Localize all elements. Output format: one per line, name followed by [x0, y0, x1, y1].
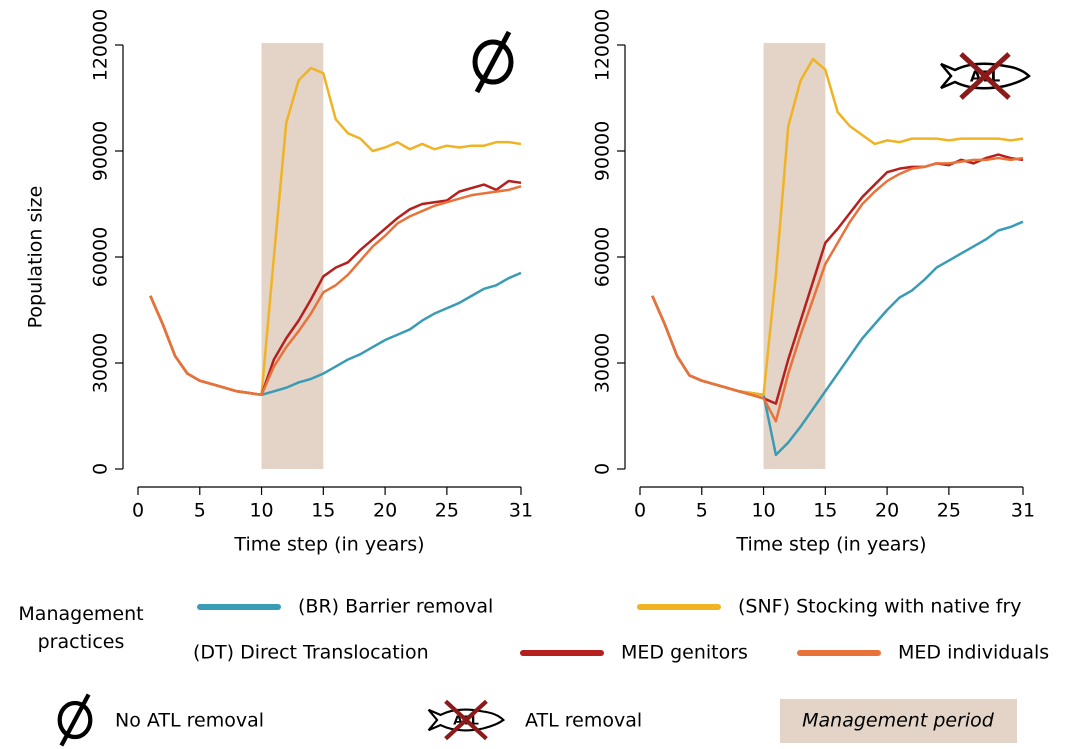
legend-period-box [780, 699, 1017, 743]
y-tick-label: 120000 [592, 9, 614, 82]
y-axis-label: Population size [25, 186, 47, 329]
series-line [149, 66, 522, 397]
x-tick-label: 25 [435, 500, 459, 522]
x-tick-label: 15 [813, 500, 837, 522]
legend-removal: ATL removal [525, 710, 642, 732]
y-tick-label: 30000 [90, 333, 112, 393]
x-axis-label: Time step (in years) [233, 534, 424, 556]
icon-slash [59, 693, 91, 747]
x-tick-label: 20 [373, 500, 397, 522]
y-tick-label: 90000 [90, 121, 112, 181]
y-tick-label: 0 [90, 463, 112, 475]
x-tick-label: 0 [634, 500, 646, 522]
legend-title: Management practices [18, 603, 144, 653]
x-tick-label: 10 [249, 500, 273, 522]
x-tick-label: 31 [1011, 500, 1035, 522]
x-axis-label: Time step (in years) [735, 534, 926, 556]
legend-period: Management period [802, 710, 995, 732]
x-tick-label: 31 [509, 500, 533, 522]
series-line [149, 179, 522, 397]
y-tick-label: 120000 [90, 9, 112, 82]
series-line [651, 220, 1024, 457]
legend-group: (DT) Direct Translocation [193, 642, 429, 664]
y-tick-label: 60000 [90, 227, 112, 287]
x-tick-label: 20 [875, 500, 899, 522]
series-line [149, 271, 522, 397]
icon-ring [57, 700, 93, 740]
legend-label: (BR) Barrier removal [298, 596, 493, 618]
removal-icon: ATL [427, 699, 506, 741]
x-tick-label: 5 [194, 500, 206, 522]
series-line [651, 153, 1024, 405]
icon-cross [959, 52, 1011, 100]
legend-label: MED genitors [621, 642, 748, 664]
legend-label: (SNF) Stocking with native fry [738, 596, 1022, 618]
legend-no-removal: No ATL removal [115, 710, 264, 732]
x-tick-label: 15 [311, 500, 335, 522]
x-tick-label: 5 [696, 500, 708, 522]
series-line [651, 156, 1024, 423]
series-line [149, 185, 522, 397]
x-tick-label: 10 [751, 500, 775, 522]
x-tick-label: 25 [937, 500, 961, 522]
removal-icon: ATL [940, 52, 1031, 100]
management-period [261, 43, 324, 469]
management-period [763, 43, 826, 469]
y-tick-label: 90000 [592, 121, 614, 181]
x-tick-label: 0 [132, 500, 144, 522]
icon-ring [472, 39, 514, 85]
legend-label: MED individuals [898, 642, 1049, 664]
y-tick-label: 30000 [592, 333, 614, 393]
no-removal-icon [57, 693, 93, 747]
icon-slash [474, 30, 512, 94]
y-tick-label: 60000 [592, 227, 614, 287]
icon-cross [444, 699, 488, 741]
y-tick-label: 0 [592, 463, 614, 475]
no-removal-icon [472, 30, 514, 94]
